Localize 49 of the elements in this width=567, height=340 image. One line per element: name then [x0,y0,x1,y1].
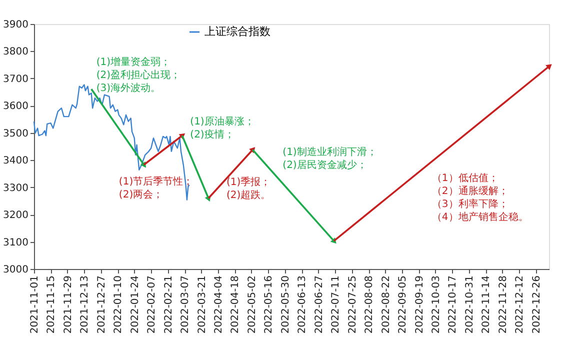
x-tick-label: 2022-08-08 [364,276,376,334]
x-tick-label: 2022-12-12 [514,276,526,334]
x-tick-label: 2022-10-31 [464,276,476,334]
x-tick-label: 2022-09-19 [414,276,426,334]
x-tick-label: 2022-11-28 [498,276,509,334]
legend-label: 上证综合指数 [204,25,270,38]
x-tick-label: 2022-05-02 [246,276,258,334]
x-tick-label: 2021-11-29 [62,276,74,334]
annotation: (1)节后季节性；(2)两会； [118,176,194,201]
y-tick-label: 3800 [3,46,28,58]
x-tick-label: 2022-09-05 [398,276,409,334]
x-tick-label: 2022-06-27 [314,276,325,334]
x-tick-label: 2022-03-07 [180,276,192,334]
x-tick-label: 2022-01-24 [130,276,141,334]
x-tick-label: 2022-05-30 [280,276,292,334]
x-tick-label: 2022-10-17 [448,276,459,334]
x-tick-label: 2022-10-03 [430,276,442,334]
y-tick-label: 3200 [3,210,28,222]
x-tick-label: 2021-11-01 [30,276,40,334]
x-tick-label: 2022-07-11 [330,276,342,334]
y-tick-label: 3000 [3,264,28,276]
x-tick-label: 2022-04-18 [230,276,242,334]
annotation: （1）低估值；（2）通胀缓解；（3）利率下降；（4）地产销售企稳。 [432,172,528,223]
x-tick-label: 2022-11-14 [481,276,492,334]
x-tick-label: 2022-08-22 [380,276,392,334]
x-tick-label: 2022-02-07 [146,276,158,334]
annotation: (1)制造业利润下滑；(2)居民资金减少； [282,146,377,171]
annotation: (1)原油暴涨；(2)疫情； [190,116,254,141]
y-tick-label: 3100 [3,237,28,248]
x-tick-label: 2022-05-16 [264,276,275,334]
annotation: (1)增量资金弱；(2)盈利担心出现；(3)海外波动。 [96,56,181,94]
y-tick-label: 3400 [3,156,28,167]
x-tick-label: 2022-03-21 [196,276,208,334]
x-tick-label: 2022-01-10 [113,276,124,334]
y-tick-label: 3500 [3,128,28,140]
x-tick-label: 2021-12-13 [80,276,91,334]
x-tick-label: 2022-12-26 [531,276,542,334]
line-series [33,84,190,200]
x-tick-label: 2022-02-21 [163,276,174,334]
x-tick-label: 2021-12-27 [96,276,108,334]
x-tick-label: 2021-11-15 [46,276,58,334]
y-tick-label: 3300 [3,182,28,194]
x-tick-label: 2022-06-13 [297,276,308,334]
annotation: (1)季报；(2)超跌。 [226,176,271,202]
y-tick-label: 3600 [3,101,28,112]
y-tick-label: 3900 [3,20,28,30]
y-tick-label: 3700 [3,74,28,85]
x-tick-label: 2022-07-25 [347,276,358,334]
x-tick-label: 2022-04-04 [214,276,225,334]
